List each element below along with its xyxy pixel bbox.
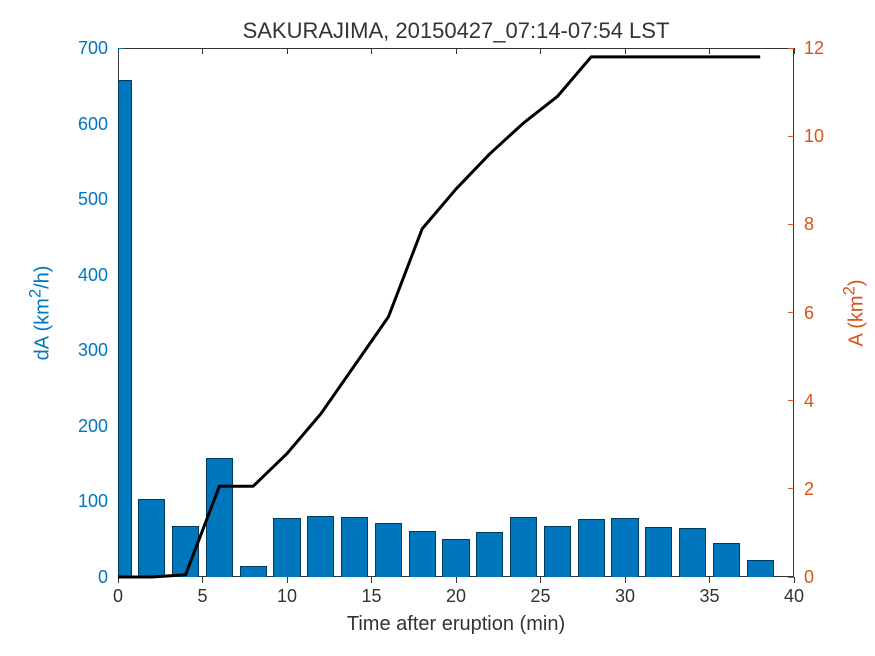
line-series xyxy=(0,0,875,656)
line-path xyxy=(118,57,760,577)
figure-container: SAKURAJIMA, 20150427_07:14-07:54 LST0510… xyxy=(0,0,875,656)
